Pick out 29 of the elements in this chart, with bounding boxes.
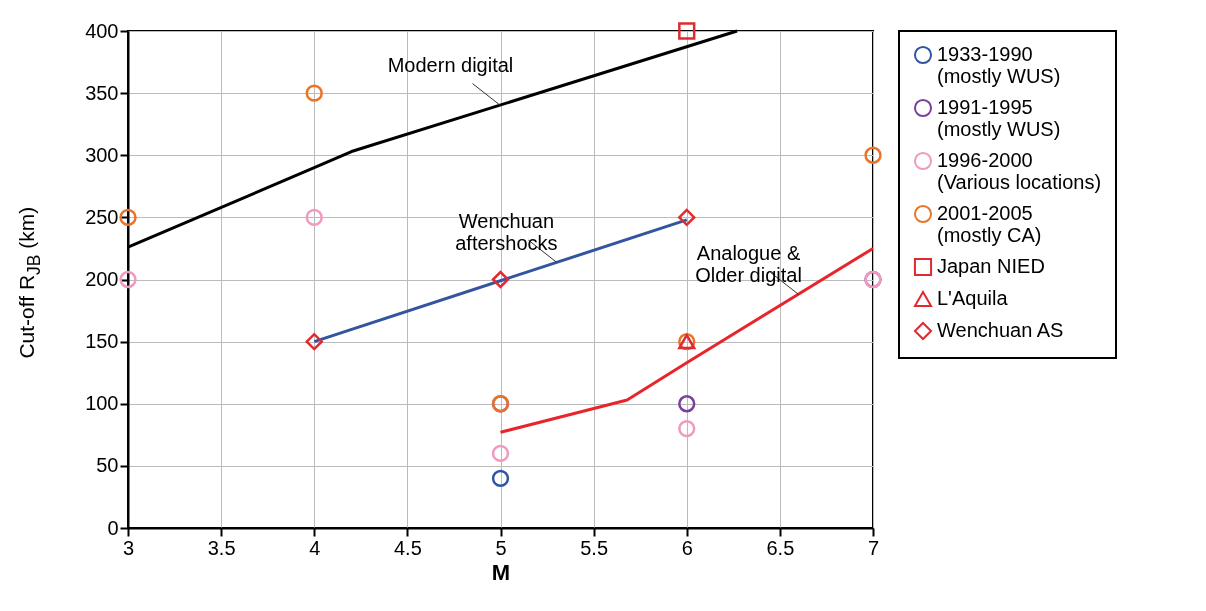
legend-label: 1991-1995 (mostly WUS) <box>937 96 1061 140</box>
annotation: Analogue & Older digital <box>695 242 802 287</box>
x-tick-label: 4 <box>309 536 321 559</box>
legend-label: 1933-1990 (mostly WUS) <box>937 43 1061 87</box>
y-tick-label: 0 <box>107 516 119 539</box>
y-tick-label: 200 <box>85 268 119 290</box>
y-tick-label: 350 <box>85 81 119 104</box>
legend-label: L'Aquila <box>937 287 1009 309</box>
x-tick-label: 3.5 <box>207 536 236 559</box>
x-tick-label: 5.5 <box>580 536 609 559</box>
x-axis-title: M <box>491 559 511 585</box>
x-tick-label: 6 <box>681 536 693 559</box>
x-tick-label: 4.5 <box>393 536 422 559</box>
x-tick-label: 5 <box>495 536 507 559</box>
y-tick-label: 150 <box>85 330 119 353</box>
y-tick-label: 100 <box>85 392 119 415</box>
y-tick-label: 400 <box>85 19 119 42</box>
legend-label: Wenchuan AS <box>937 319 1064 341</box>
legend-label: 1996-2000 (Various locations) <box>937 149 1102 193</box>
legend-label: Japan NIED <box>937 255 1045 277</box>
x-tick-label: 7 <box>867 536 880 559</box>
y-tick-label: 50 <box>96 454 119 477</box>
y-tick-label: 300 <box>85 143 119 166</box>
annotation: Modern digital <box>387 53 514 76</box>
annotation: Wenchuan aftershocks <box>455 210 558 255</box>
x-tick-label: 3 <box>122 536 135 559</box>
x-tick-label: 6.5 <box>766 536 795 559</box>
legend-label: 2001-2005 (mostly CA) <box>937 202 1042 246</box>
y-tick-label: 250 <box>85 205 119 228</box>
